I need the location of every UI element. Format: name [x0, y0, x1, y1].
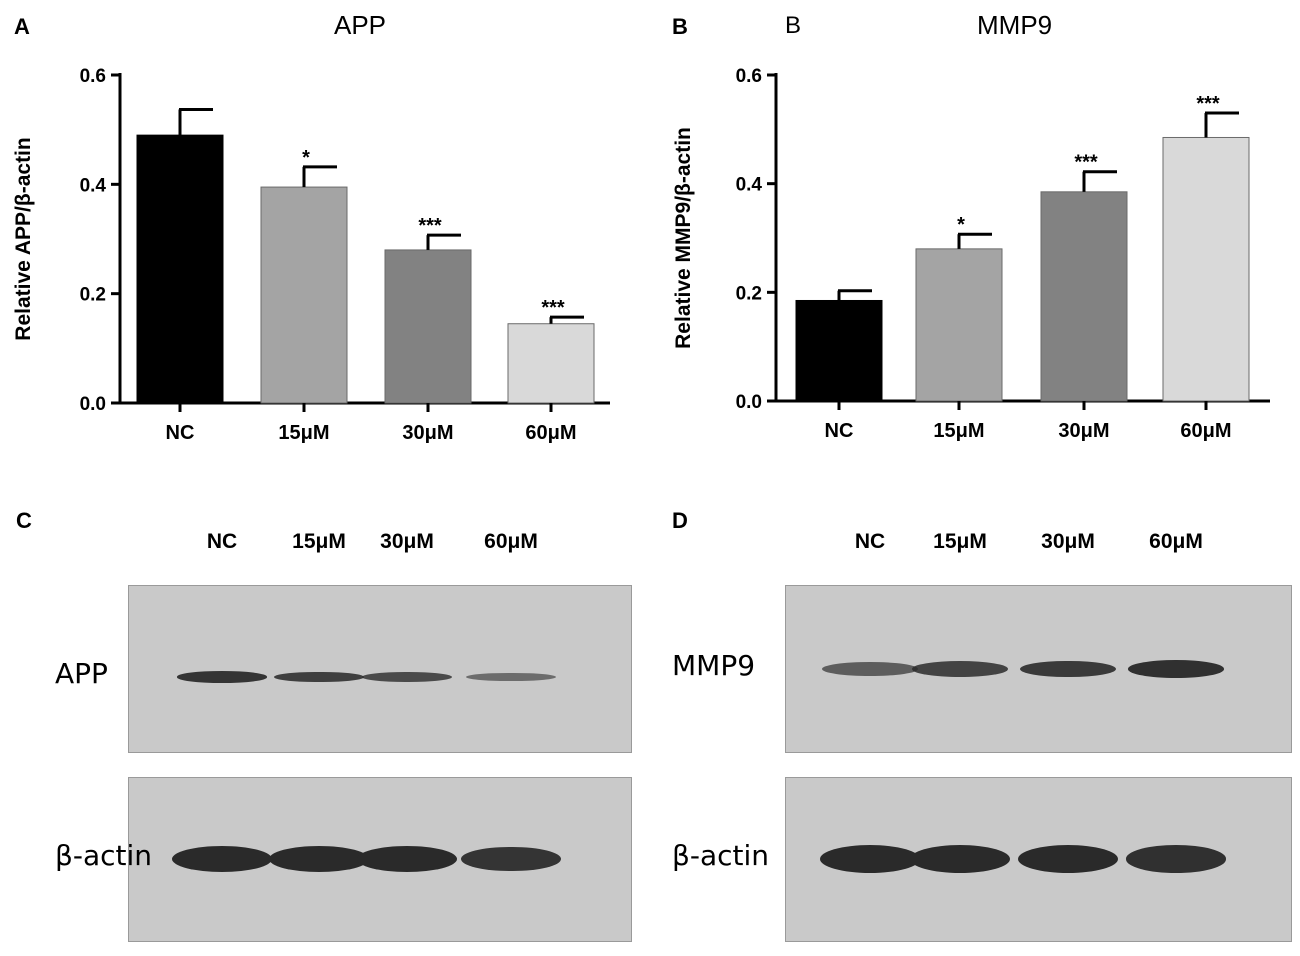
bar-1	[136, 134, 224, 404]
bar-4	[1162, 136, 1250, 402]
x-tick-label: 30μM	[1058, 420, 1109, 442]
x-tick-label: 60μM	[1180, 420, 1231, 442]
blot-band	[269, 846, 369, 872]
lane-label: 30μM	[1041, 530, 1095, 553]
lane-label: NC	[206, 530, 238, 553]
blot-row-label: β-actin	[55, 839, 153, 872]
x-tick-label: NC	[166, 422, 195, 444]
blot-band	[1126, 845, 1226, 873]
lane-label: 15μM	[292, 530, 346, 553]
y-tick-label: 0.6	[80, 66, 106, 87]
significance-label: *	[302, 147, 310, 169]
blot-membrane	[128, 585, 632, 753]
lane-label: NC	[854, 530, 886, 553]
blot-band	[820, 845, 920, 873]
y-tick-label: 0.6	[736, 66, 762, 87]
blot-row-label: MMP9	[672, 649, 756, 682]
y-tick-label: 0.2	[736, 283, 762, 304]
chart-title-mmp9: MMP9	[977, 10, 1053, 40]
significance-label: ***	[1074, 152, 1098, 174]
blot-band	[912, 661, 1008, 677]
blot-band	[466, 672, 556, 682]
chart-title-app: APP	[334, 10, 387, 40]
blot-row-label: β-actin	[672, 839, 770, 872]
panel-letter-c: C	[16, 508, 32, 533]
blot-row-label: APP	[55, 657, 108, 690]
chart-app: 0.0 0.2 0.4 0.6 Relative APP/β-actin NC * 15μM *…	[12, 66, 610, 444]
y-tick-label: 0.0	[736, 392, 762, 413]
significance-label: ***	[418, 215, 442, 237]
y-axis-label: Relative APP/β-actin	[12, 137, 35, 340]
blot-band	[910, 845, 1010, 873]
y-tick-label: 0.0	[80, 394, 106, 415]
blot-band	[1018, 845, 1118, 873]
x-tick-label: NC	[825, 420, 854, 442]
blot-band	[177, 671, 267, 683]
blot-band	[461, 846, 561, 872]
chart-mmp9: 0.0 0.2 0.4 0.6 Relative MMP9/β-actin NC * 15μM…	[672, 66, 1270, 442]
lane-label: 60μM	[1149, 530, 1203, 553]
significance-label: ***	[541, 297, 565, 319]
blot-band	[357, 846, 457, 872]
x-tick-label: 15μM	[278, 422, 329, 444]
blot-band	[172, 846, 272, 872]
bar-4	[507, 323, 595, 404]
bar-2	[260, 186, 348, 404]
bar-2	[915, 248, 1003, 402]
lane-label: 60μM	[484, 530, 538, 553]
bar-1	[795, 299, 883, 402]
bar-3	[1040, 191, 1128, 402]
bar-3	[384, 249, 472, 404]
x-tick-label: 15μM	[933, 420, 984, 442]
panel-sublabel-b: B	[785, 12, 802, 39]
blot-band	[1020, 660, 1116, 678]
lane-label: 30μM	[380, 530, 434, 553]
y-tick-label: 0.2	[80, 285, 106, 306]
significance-label: ***	[1196, 93, 1220, 115]
blot-band	[822, 662, 918, 676]
lane-label: 15μM	[933, 530, 987, 553]
y-tick-label: 0.4	[80, 175, 107, 196]
blot-band	[362, 671, 452, 683]
blot-band	[274, 671, 364, 683]
y-axis-label: Relative MMP9/β-actin	[672, 127, 695, 349]
panel-letter-d: D	[672, 508, 688, 533]
panel-letter-a: A	[14, 14, 30, 39]
x-tick-label: 30μM	[402, 422, 453, 444]
y-tick-label: 0.4	[736, 175, 763, 196]
significance-label: *	[957, 214, 965, 236]
panel-letter-b: B	[672, 14, 688, 39]
blot-band	[1128, 660, 1224, 678]
x-tick-label: 60μM	[525, 422, 576, 444]
